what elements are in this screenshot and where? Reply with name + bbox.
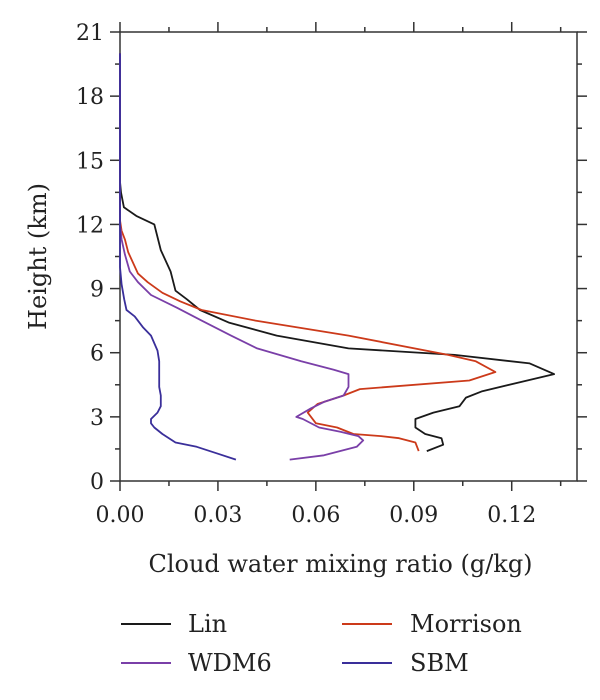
y-axis-title: Height (km) — [24, 183, 52, 330]
y-tick-label: 21 — [76, 21, 104, 46]
plot-frame — [119, 31, 578, 482]
x-tick-label: 0.00 — [96, 503, 145, 528]
legend-label-wdm6: WDM6 — [188, 649, 272, 677]
x-axis-title: Cloud water mixing ratio (g/kg) — [148, 550, 532, 578]
legend-label-morrison: Morrison — [410, 610, 522, 638]
x-tick-label: 0.03 — [193, 503, 242, 528]
series-layer — [119, 53, 555, 461]
y-tick-label: 3 — [90, 406, 104, 431]
y-tick-label: 6 — [90, 342, 104, 367]
series-line-lin — [119, 53, 555, 452]
x-tick-label: 0.12 — [487, 503, 536, 528]
ticks-layer: 0.00 0.03 0.06 0.09 0.12 0 3 6 9 12 15 18 21 — [76, 21, 587, 528]
y-tick-label: 9 — [90, 278, 104, 303]
series-line-morrison — [119, 53, 497, 452]
x-tick-label: 0.06 — [291, 503, 340, 528]
y-tick-label: 18 — [76, 85, 104, 110]
legend-label-lin: Lin — [188, 610, 227, 638]
series-line-sbm — [119, 53, 237, 461]
x-tick-label: 0.09 — [389, 503, 438, 528]
y-tick-label: 0 — [90, 470, 104, 495]
legend: Lin Morrison WDM6 SBM — [121, 610, 522, 677]
y-tick-label: 12 — [76, 213, 104, 238]
y-tick-label: 15 — [76, 149, 104, 174]
legend-label-sbm: SBM — [410, 649, 469, 677]
series-line-wdm6 — [119, 53, 365, 461]
